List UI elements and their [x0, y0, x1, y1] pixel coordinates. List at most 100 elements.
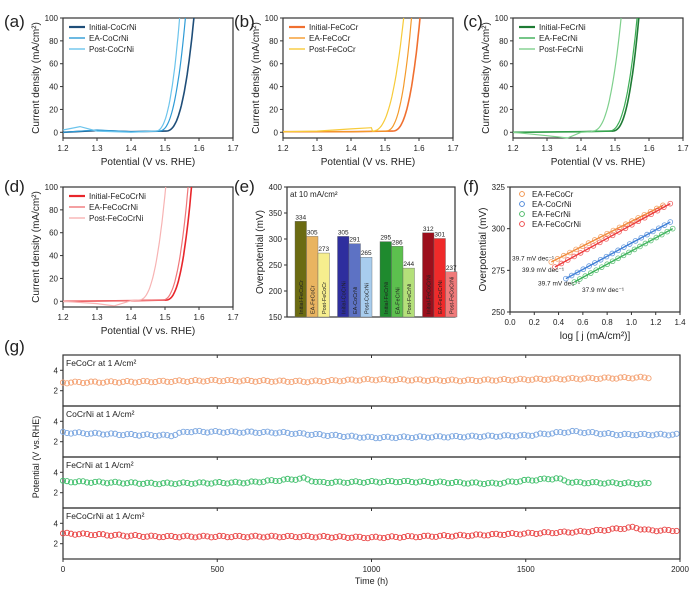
lsv-curve-post-fecocr: [282, 17, 405, 133]
x-tick-label: 1.6: [413, 144, 425, 153]
data-point: [529, 432, 536, 439]
lsv-curve-initial-fecrni: [512, 17, 640, 134]
x-tick-label: 1500: [517, 565, 535, 574]
data-point: [448, 433, 456, 440]
data-point: [613, 375, 620, 382]
x-axis-label: Potential (V vs. RHE): [101, 326, 195, 337]
lsv-curve-post-cocrni: [62, 17, 181, 133]
data-point: [621, 374, 628, 381]
data-point: [140, 431, 147, 438]
y-tick-label: 40: [499, 83, 508, 92]
legend-marker: [519, 201, 525, 207]
data-point: [348, 534, 355, 541]
data-point: [84, 530, 91, 537]
overpotential-bar-panel: 150 200 250 300 350 400 Overpotential (mV) at 1…: [255, 183, 458, 322]
data-point: [192, 428, 199, 435]
data-point: [501, 432, 508, 439]
data-point: [304, 379, 311, 386]
data-point: [180, 533, 187, 540]
y-tick-label: 60: [269, 60, 278, 69]
data-point: [644, 231, 650, 238]
data-point: [581, 528, 588, 535]
data-point: [621, 244, 627, 250]
data-point: [148, 432, 155, 439]
data-point: [577, 250, 584, 256]
data-point: [316, 378, 323, 385]
x-axis-label: Time (h): [355, 576, 388, 586]
y-tick-label: 2: [54, 489, 59, 498]
data-point: [641, 526, 648, 533]
data-point: [529, 530, 536, 537]
subplot-frame: [62, 456, 681, 509]
bar-name-label: Initial-FeCrNi: [384, 282, 390, 314]
x-tick-label: 0.2: [529, 318, 541, 327]
plot-frame: [282, 17, 454, 139]
data-point: [493, 433, 500, 440]
data-point: [641, 214, 648, 221]
data-point: [75, 478, 83, 485]
data-point: [132, 479, 139, 486]
data-point: [396, 534, 403, 541]
y-tick-label: 20: [49, 105, 58, 114]
data-point: [673, 430, 680, 437]
data-point: [288, 430, 295, 438]
data-point: [635, 218, 642, 225]
data-point: [336, 478, 343, 485]
data-point: [593, 430, 600, 437]
data-point: [625, 479, 632, 486]
data-point: [344, 433, 351, 440]
data-point: [581, 430, 588, 437]
data-point: [541, 430, 548, 437]
data-point: [465, 433, 472, 440]
data-point: [601, 374, 608, 381]
data-point: [164, 479, 171, 486]
data-point: [637, 526, 644, 533]
data-point: [653, 234, 660, 241]
data-point: [477, 531, 484, 538]
x-tick-label: 0.4: [553, 318, 565, 327]
bar-value-label: 291: [349, 237, 360, 244]
data-point: [597, 375, 604, 382]
y-tick-label: 300: [492, 225, 506, 234]
data-point: [192, 376, 199, 384]
data-point: [648, 211, 654, 218]
data-point: [196, 377, 203, 384]
data-point: [404, 434, 411, 441]
y-axis-label: Current density (mA/cm²): [251, 22, 262, 134]
data-point: [256, 429, 263, 437]
y-tick-label: 200: [269, 287, 283, 296]
data-point: [537, 530, 544, 537]
data-point: [120, 480, 127, 487]
data-point: [452, 377, 460, 384]
data-point: [667, 200, 674, 207]
y-tick-label: 325: [492, 183, 506, 192]
data-point: [521, 476, 528, 484]
x-tick-label: 1000: [363, 565, 381, 574]
data-point: [144, 431, 151, 438]
data-point: [284, 532, 291, 539]
x-tick-label: 0.8: [602, 318, 614, 327]
data-point: [172, 481, 179, 488]
data-point: [412, 434, 419, 441]
data-point: [597, 431, 604, 438]
data-point: [232, 478, 239, 485]
data-point: [220, 429, 227, 436]
data-point: [497, 433, 504, 440]
data-point: [664, 228, 671, 235]
data-point: [67, 530, 75, 537]
panel-label-g: (g): [4, 337, 25, 356]
data-point: [312, 430, 319, 438]
data-point: [452, 532, 460, 539]
data-point: [432, 433, 440, 440]
data-point: [489, 432, 496, 439]
data-point: [661, 526, 668, 533]
x-tick-label: 1.4: [575, 144, 587, 153]
data-point: [561, 528, 568, 535]
x-tick-label: 1.4: [125, 144, 137, 153]
data-point: [569, 529, 576, 536]
data-point: [541, 475, 548, 482]
data-point: [168, 480, 175, 487]
data-point: [525, 476, 532, 483]
plot-frame: [62, 17, 234, 139]
data-point: [629, 221, 635, 228]
